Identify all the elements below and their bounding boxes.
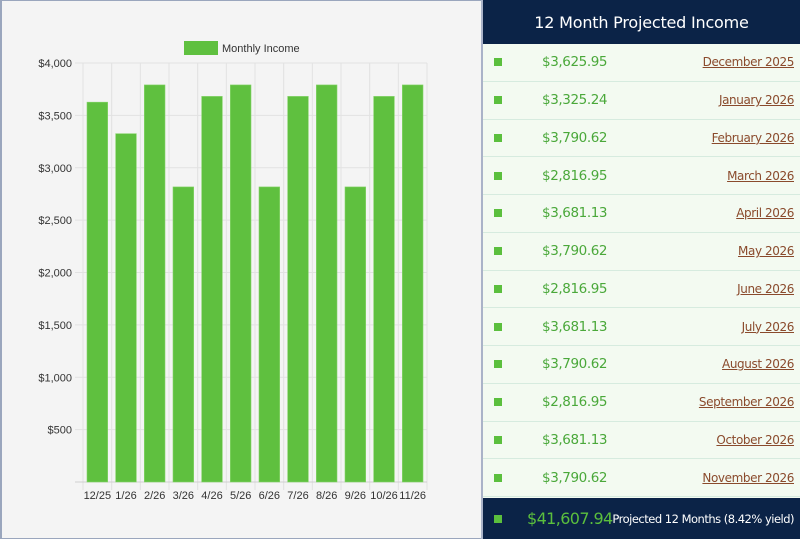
legend-square-icon [494, 435, 502, 444]
income-amount: $3,790.62 [542, 129, 608, 146]
legend-square-icon [494, 514, 502, 523]
month-link[interactable]: August 2026 [722, 357, 794, 372]
y-tick-label: $3,500 [38, 110, 72, 122]
income-row: $3,681.13 July 2026 [483, 308, 800, 346]
income-amount: $3,790.62 [542, 469, 608, 486]
income-row: $3,790.62 November 2026 [483, 459, 800, 497]
legend-label: Monthly Income [222, 43, 300, 55]
x-tick-label: 3/26 [173, 490, 194, 502]
legend-square-icon [494, 96, 502, 105]
month-link[interactable]: February 2026 [711, 130, 795, 145]
x-tick-label: 7/26 [287, 490, 308, 502]
total-caption: Projected 12 Months (8.42% yield) [612, 511, 794, 526]
legend-swatch [184, 41, 218, 55]
bar-4-26 [201, 96, 223, 483]
legend-square-icon [494, 133, 502, 142]
y-tick-label: $2,500 [38, 215, 72, 227]
chart-panel: $500 $1,000 $1,500 $2,000 $2,500 $3,000 $3,500… [2, 1, 481, 537]
x-tick-label: 5/26 [230, 490, 251, 502]
legend-square-icon [494, 360, 502, 369]
income-amount: $2,816.95 [542, 167, 608, 184]
legend-square-icon [494, 322, 502, 331]
month-link[interactable]: December 2025 [702, 55, 795, 70]
month-link[interactable]: April 2026 [736, 206, 794, 221]
income-list: $3,625.95 December 2025 $3,325.24 January 2… [483, 44, 800, 497]
income-row: $3,325.24 January 2026 [483, 81, 800, 120]
income-amount: $3,625.95 [542, 54, 608, 71]
month-link[interactable]: October 2026 [716, 432, 794, 447]
legend-square-icon [494, 58, 502, 67]
bar-10-26 [373, 96, 395, 483]
projected-income-panel: 12 Month Projected Income $3,625.95 Decem… [481, 0, 800, 539]
bar-8-26 [316, 84, 338, 483]
bar-2-26 [144, 84, 166, 483]
income-row: $3,790.62 May 2026 [483, 232, 800, 271]
legend-square-icon [494, 284, 502, 293]
x-tick-label: 10/26 [370, 490, 398, 502]
income-row: $2,816.95 September 2026 [483, 383, 800, 422]
y-tick-label: $500 [48, 425, 72, 437]
legend-square-icon [494, 398, 502, 407]
x-tick-label: 9/26 [345, 490, 366, 502]
month-link[interactable]: March 2026 [727, 168, 794, 183]
income-amount: $3,790.62 [542, 243, 608, 260]
month-link[interactable]: May 2026 [738, 244, 794, 259]
income-amount: $2,816.95 [542, 280, 608, 297]
bar-3-26 [172, 186, 194, 483]
y-tick-label: $1,500 [38, 320, 72, 332]
total-amount: $41,607.94 [527, 509, 613, 528]
x-tick-label: 1/26 [115, 490, 136, 502]
x-tick-label: 6/26 [259, 490, 280, 502]
income-row: $2,816.95 June 2026 [483, 270, 800, 309]
x-tick-label: 4/26 [201, 490, 222, 502]
income-row: $3,790.62 August 2026 [483, 346, 800, 384]
month-link[interactable]: November 2026 [702, 470, 794, 485]
income-amount: $3,790.62 [542, 356, 608, 373]
income-row: $3,790.62 February 2026 [483, 119, 800, 158]
legend-square-icon [494, 247, 502, 256]
income-amount: $3,681.13 [542, 318, 608, 335]
panel-title: 12 Month Projected Income [483, 0, 800, 44]
x-tick-label: 12/25 [84, 490, 112, 502]
bar-11-26 [402, 84, 424, 483]
x-tick-label: 2/26 [144, 490, 165, 502]
y-tick-label: $4,000 [38, 58, 72, 70]
y-tick-label: $1,000 [38, 372, 72, 384]
x-tick-label: 8/26 [316, 490, 337, 502]
income-row: $3,681.13 October 2026 [483, 421, 800, 460]
month-link[interactable]: September 2026 [698, 395, 794, 410]
income-amount: $3,325.24 [542, 92, 608, 109]
bar-5-26 [230, 84, 252, 483]
income-amount: $3,681.13 [542, 205, 608, 222]
bar-12-25 [86, 101, 108, 483]
month-link[interactable]: July 2026 [741, 319, 795, 334]
income-row: $2,816.95 March 2026 [483, 157, 800, 195]
income-amount: $2,816.95 [542, 394, 608, 411]
legend-square-icon [494, 209, 502, 218]
bar-1-26 [115, 133, 137, 483]
x-tick-label: 11/26 [399, 490, 426, 502]
income-row: $3,681.13 April 2026 [483, 195, 800, 233]
month-link[interactable]: January 2026 [718, 93, 794, 108]
bar-9-26 [344, 186, 366, 483]
month-link[interactable]: June 2026 [737, 281, 794, 296]
bar-7-26 [287, 96, 309, 483]
y-tick-label: $2,000 [38, 268, 72, 280]
income-row: $3,625.95 December 2025 [483, 44, 800, 82]
monthly-income-chart: $500 $1,000 $1,500 $2,000 $2,500 $3,000 $3,500… [38, 41, 428, 502]
legend-square-icon [494, 171, 502, 180]
y-tick-label: $3,000 [38, 163, 72, 175]
legend-square-icon [494, 473, 502, 482]
total-row: $41,607.94 Projected 12 Months (8.42% yi… [483, 498, 800, 539]
bar-6-26 [258, 186, 280, 483]
income-amount: $3,681.13 [542, 431, 608, 448]
